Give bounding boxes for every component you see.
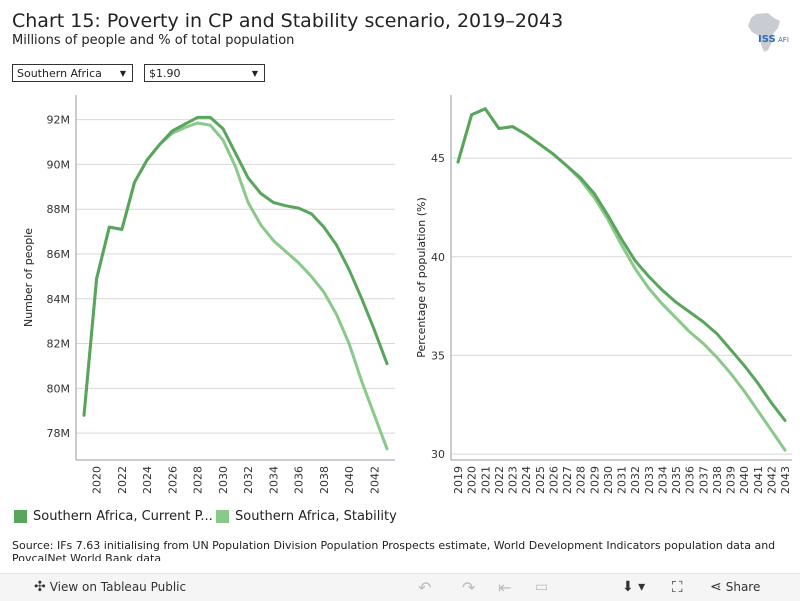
region-dropdown[interactable]: Southern Africa ▼	[12, 64, 133, 82]
y-tick-label: 35	[431, 349, 445, 362]
x-tick-label: 2034	[656, 466, 669, 494]
poverty-line-dropdown[interactable]: $1.90 ▼	[144, 64, 265, 82]
x-tick-label: 2024	[520, 466, 533, 494]
download-icon: ⬇ ▾	[622, 579, 646, 595]
y-tick-label: 30	[431, 448, 445, 461]
revert-button[interactable]: ⇤	[498, 574, 511, 601]
redo-button[interactable]: ↷	[462, 574, 475, 601]
series-line-stability	[456, 107, 787, 452]
download-button[interactable]: ⬇ ▾	[622, 574, 645, 601]
x-tick-label: 2020	[466, 466, 479, 494]
y-tick-label: 45	[431, 152, 445, 165]
fullscreen-button[interactable]: ⛶	[672, 574, 683, 601]
x-tick-label: 2024	[141, 466, 154, 494]
legend-label-stability: Southern Africa, Stability	[235, 509, 397, 524]
legend-label-current-path: Southern Africa, Current P...	[33, 509, 213, 524]
x-tick-label: 2022	[116, 466, 129, 494]
x-tick-label: 2026	[547, 466, 560, 494]
x-tick-label: 2025	[534, 466, 547, 494]
x-tick-label: 2020	[91, 466, 104, 494]
x-tick-label: 2042	[765, 466, 778, 494]
y-axis-title: Number of people	[22, 228, 35, 327]
x-tick-label: 2028	[192, 466, 205, 494]
x-tick-label: 2036	[684, 466, 697, 494]
x-tick-label: 2041	[752, 466, 765, 494]
revert-icon: ⇤	[498, 578, 512, 597]
region-dropdown-value: Southern Africa	[17, 67, 102, 80]
pause-button[interactable]: ▭	[535, 574, 548, 601]
x-tick-label: 2036	[293, 466, 306, 494]
y-tick-label: 84M	[47, 293, 71, 306]
x-tick-label: 2032	[242, 466, 255, 494]
y-tick-label: 80M	[47, 382, 71, 395]
y-tick-label: 90M	[47, 158, 71, 171]
x-tick-label: 2031	[616, 466, 629, 494]
source-note: Source: IFs 7.63 initialising from UN Po…	[12, 539, 776, 561]
x-tick-label: 2019	[452, 466, 465, 494]
x-tick-label: 2039	[725, 466, 738, 494]
y-axis-title: Percentage of population (%)	[415, 197, 428, 358]
legend-current-path[interactable]: Southern Africa, Current P...	[14, 509, 213, 524]
x-tick-label: 2034	[267, 466, 280, 494]
view-on-tableau-button[interactable]: ✣ View on Tableau Public	[34, 574, 186, 601]
logo-text: ISS	[758, 34, 776, 45]
undo-icon: ↶	[418, 578, 432, 597]
legend-swatch-stability	[216, 510, 229, 523]
view-on-tableau-label: View on Tableau Public	[49, 580, 187, 594]
tableau-toolbar: ✣ View on Tableau Public ↶ ↷ ⇤ ▭ ⬇ ▾ ⛶ ⋖ S…	[0, 573, 800, 601]
legend-swatch-current-path	[14, 510, 27, 523]
undo-button[interactable]: ↶	[418, 574, 431, 601]
x-tick-label: 2028	[575, 466, 588, 494]
share-button[interactable]: ⋖ Share	[710, 574, 760, 601]
chart-subtitle: Millions of people and % of total popula…	[12, 33, 295, 48]
chevron-down-icon: ▼	[251, 69, 258, 78]
series-line-stability	[82, 121, 389, 451]
x-tick-label: 2030	[217, 466, 230, 494]
africa-map-icon	[748, 13, 780, 52]
x-tick-label: 2043	[779, 466, 792, 494]
x-tick-label: 2033	[643, 466, 656, 494]
x-tick-label: 2029	[588, 466, 601, 494]
x-tick-label: 2038	[318, 466, 331, 494]
redo-icon: ↷	[462, 578, 476, 597]
x-tick-label: 2030	[602, 466, 615, 494]
y-tick-label: 40	[431, 251, 445, 264]
poverty-line-dropdown-value: $1.90	[149, 67, 181, 80]
y-tick-label: 92M	[47, 114, 71, 127]
series-line-current-path	[456, 107, 787, 422]
x-tick-label: 2026	[166, 466, 179, 494]
x-tick-label: 2038	[711, 466, 724, 494]
x-tick-label: 2040	[738, 466, 751, 494]
tableau-icon: ✣	[34, 579, 46, 595]
x-tick-label: 2027	[561, 466, 574, 494]
x-tick-label: 2032	[629, 466, 642, 494]
logo-suffix: AFI	[778, 36, 789, 44]
y-tick-label: 78M	[47, 427, 71, 440]
x-tick-label: 2042	[368, 466, 381, 494]
x-tick-label: 2035	[670, 466, 683, 494]
pause-icon: ▭	[535, 579, 549, 595]
share-label: Share	[725, 580, 761, 594]
y-tick-label: 86M	[47, 248, 71, 261]
fullscreen-icon: ⛶	[672, 578, 683, 596]
chart-title: Chart 15: Poverty in CP and Stability sc…	[12, 10, 564, 32]
x-tick-label: 2037	[697, 466, 710, 494]
chevron-down-icon: ▼	[119, 69, 126, 78]
share-icon: ⋖	[710, 579, 722, 595]
y-tick-label: 82M	[47, 338, 71, 351]
x-tick-label: 2022	[493, 466, 506, 494]
y-tick-label: 88M	[47, 203, 71, 216]
iss-africa-logo: ISS AFI	[748, 13, 789, 52]
x-tick-label: 2040	[343, 466, 356, 494]
x-tick-label: 2021	[479, 466, 492, 494]
series-line-current-path	[82, 115, 389, 417]
x-tick-label: 2023	[507, 466, 520, 494]
legend-stability[interactable]: Southern Africa, Stability	[216, 509, 397, 524]
